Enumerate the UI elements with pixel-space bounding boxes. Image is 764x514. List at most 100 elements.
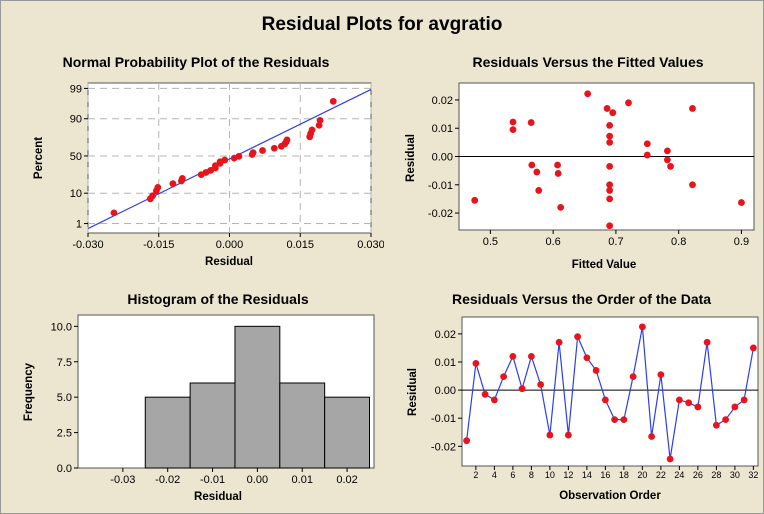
fits-plot-title: Residuals Versus the Fitted Values [472,54,703,70]
order-plot-point [648,433,656,440]
fits-plot-x-ticks: 0.5 0.6 0.7 0.8 0.9 [483,230,749,248]
fits-plot-point [625,99,632,107]
normal-plot-point [149,192,157,200]
figure-title: Residual Plots for avgratio [261,14,503,35]
normal-plot-grid [87,83,372,233]
order-plot-point [675,396,683,404]
fits-plot-point [509,118,517,126]
fits-plot-point [557,203,565,211]
order-series-line [466,326,754,460]
fits-plot-point [554,170,562,177]
fits-plot-point [471,196,479,204]
x-tick-label: 28 [711,470,721,480]
x-tick-label: 26 [693,470,703,480]
fits-plot-point [606,138,614,146]
histogram-title: Histogram of the Residuals [127,291,308,307]
x-tick-label: 20 [637,470,647,480]
fits-plot-point [606,222,614,230]
normal-plot-point [270,144,278,152]
histogram-bar [189,382,236,469]
fits-plot-point [606,187,614,194]
x-tick-label: 12 [563,470,573,480]
fits-plot-point [606,181,614,189]
fits-plot-point [606,132,614,140]
histogram-bar [144,396,191,469]
x-tick-label: 18 [619,470,629,480]
fits-plot-point [554,161,561,169]
normal-plot-point [308,126,316,134]
x-tick-label: 4 [492,470,497,480]
normal-plot-y-label: Percent [33,137,45,179]
normal-plot-point [316,116,324,124]
histogram-panel: Histogram of the Residuals 10.0 7.5 5.0 2.5… [8,284,384,510]
y-tick-label: -0.02 [428,208,453,220]
x-tick-label: 0.6 [546,236,561,248]
x-tick-label: 24 [674,470,684,480]
order-plot-point [740,396,748,404]
x-tick-label: 0.7 [608,236,623,248]
order-plot-point [472,359,480,367]
histogram-bars [144,325,371,469]
x-tick-label: 0.000 [216,239,244,251]
fits-plot-point [527,119,535,126]
fits-plot-point [528,161,536,169]
order-plot-y-ticks: 0.02 0.01 0.00 -0.01 -0.02 [431,329,462,453]
order-plot-point [712,421,720,429]
order-plot-point [620,416,628,424]
order-plot-point [611,416,619,424]
fits-plot-point [667,162,674,170]
order-plot-x-ticks: 2 4 6 8 10 12 14 16 18 20 22 24 26 28 30 32 [473,466,758,480]
order-plot-area [461,316,759,467]
histogram-bar [279,382,326,469]
order-plot-point [694,403,702,411]
y-tick-label: -0.01 [431,413,456,425]
x-tick-label: 0.8 [671,236,686,248]
fits-plot-point [643,151,651,159]
x-tick-label: 32 [748,470,758,480]
x-tick-label: 16 [600,470,610,480]
fits-plot-point [609,109,617,117]
order-plot-point [537,381,545,388]
fits-plot-point [606,122,614,129]
x-tick-label: 30 [730,470,740,480]
normal-probability-plot: Normal Probability Plot of the Residuals… [33,54,384,268]
normal-plot-point [235,152,243,160]
normal-plot-point [169,180,177,188]
fits-plot-point [738,199,745,206]
order-plot-point [490,396,498,404]
y-tick-label: 0.00 [432,152,453,164]
fits-plot-point [533,168,541,176]
normal-plot-point [283,136,291,144]
histogram-plot: Histogram of the Residuals 10.0 7.5 5.0 2.5… [23,291,375,503]
residuals-vs-fits-panel: Residuals Versus the Fitted Values 0.02 0… [394,46,760,278]
order-plot-point [731,403,739,411]
histogram-bar [324,396,371,469]
order-plot-y-label: Residual [407,368,419,416]
y-tick-label: 1 [76,219,82,231]
fits-plot-point [535,187,543,194]
order-plot-point [722,416,730,424]
fits-plot-point [603,105,611,112]
x-tick-label: 14 [582,470,592,480]
fits-plot-x-label: Fitted Value [572,259,637,271]
normal-plot-x-ticks: -0.030 -0.015 0.000 0.015 0.030 [72,233,384,251]
order-plot-title: Residuals Versus the Order of the Data [452,291,711,307]
order-plot-point [463,437,471,445]
order-plot-point [564,431,572,439]
normal-plot-y-ticks: 1 10 50 90 99 [70,83,88,231]
order-plot-x-label: Observation Order [559,490,661,502]
x-tick-label: 0.9 [734,236,749,248]
histogram-x-ticks: -0.03 -0.02 -0.01 0.00 0.01 0.02 [110,468,358,486]
order-plot-point [527,352,535,360]
y-tick-label: 0.02 [435,329,456,341]
normal-fit-line [88,88,371,230]
x-tick-label: 10 [545,470,555,480]
normal-plot-points [110,97,337,217]
x-tick-label: 22 [656,470,666,480]
histogram-bar [234,325,281,469]
normal-plot-point [329,97,337,105]
y-tick-label: -0.01 [428,180,453,192]
normal-plot-point [178,174,186,182]
order-plot-point [703,338,711,346]
residuals-vs-order-panel: Residuals Versus the Order of the Data 0… [394,284,762,510]
